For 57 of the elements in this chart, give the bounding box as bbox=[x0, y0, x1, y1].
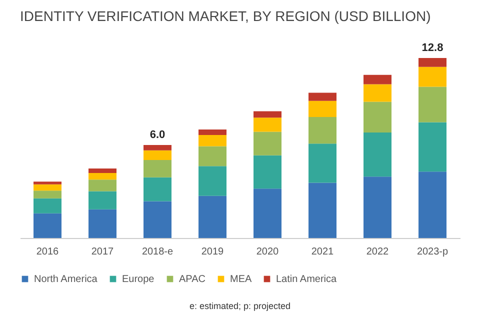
bar bbox=[418, 172, 446, 238]
x-tick-label: 2019 bbox=[201, 246, 224, 258]
bar bbox=[198, 196, 226, 238]
bar bbox=[418, 122, 446, 172]
bar bbox=[144, 177, 172, 202]
legend-label: Europe bbox=[122, 274, 155, 285]
bar bbox=[364, 132, 392, 177]
bar bbox=[88, 209, 116, 238]
bar bbox=[34, 190, 62, 198]
legend-label: Latin America bbox=[276, 274, 338, 285]
bar bbox=[144, 160, 172, 178]
bar bbox=[88, 180, 116, 192]
bar bbox=[418, 58, 446, 67]
bar bbox=[34, 198, 62, 214]
bar bbox=[364, 74, 392, 84]
bar bbox=[198, 135, 226, 146]
chart-title: IDENTITY VERIFICATION MARKET, BY REGION (USD BILLION) bbox=[20, 8, 431, 24]
bar bbox=[308, 92, 336, 101]
bar bbox=[34, 184, 62, 191]
bar bbox=[144, 150, 172, 160]
legend-label: APAC bbox=[179, 274, 206, 285]
bar bbox=[34, 213, 62, 238]
bar bbox=[254, 155, 282, 189]
bar bbox=[254, 118, 282, 132]
legend-label: North America bbox=[34, 274, 98, 285]
x-tick-label: 2022 bbox=[366, 246, 390, 258]
bar bbox=[308, 100, 336, 118]
x-tick-label: 2020 bbox=[256, 246, 280, 258]
bar bbox=[88, 168, 116, 174]
bar bbox=[254, 188, 282, 238]
bar bbox=[254, 132, 282, 156]
bar bbox=[308, 144, 336, 183]
bar bbox=[198, 129, 226, 136]
bar bbox=[198, 146, 226, 166]
bar bbox=[364, 84, 392, 102]
x-tick-label: 2017 bbox=[91, 246, 114, 258]
bar bbox=[34, 182, 62, 184]
annotation: 6.0 bbox=[150, 128, 166, 141]
x-tick-label: 2018-e bbox=[142, 246, 174, 258]
text: e: estimated; p: projected bbox=[189, 301, 291, 311]
bar bbox=[254, 111, 282, 118]
legend-label: MEA bbox=[230, 274, 252, 285]
bar bbox=[308, 117, 336, 144]
bar bbox=[364, 176, 392, 238]
bar bbox=[198, 166, 226, 196]
bar bbox=[418, 86, 446, 122]
bar bbox=[88, 191, 116, 210]
bar bbox=[364, 102, 392, 133]
bar bbox=[88, 173, 116, 180]
bar bbox=[308, 182, 336, 238]
bar bbox=[144, 201, 172, 238]
bar bbox=[418, 66, 446, 87]
x-tick-label: 2016 bbox=[36, 246, 60, 258]
bar bbox=[144, 144, 172, 150]
x-tick-label: 2021 bbox=[311, 246, 334, 258]
annotation: 12.8 bbox=[422, 42, 444, 54]
x-tick-label: 2023-p bbox=[416, 246, 449, 258]
